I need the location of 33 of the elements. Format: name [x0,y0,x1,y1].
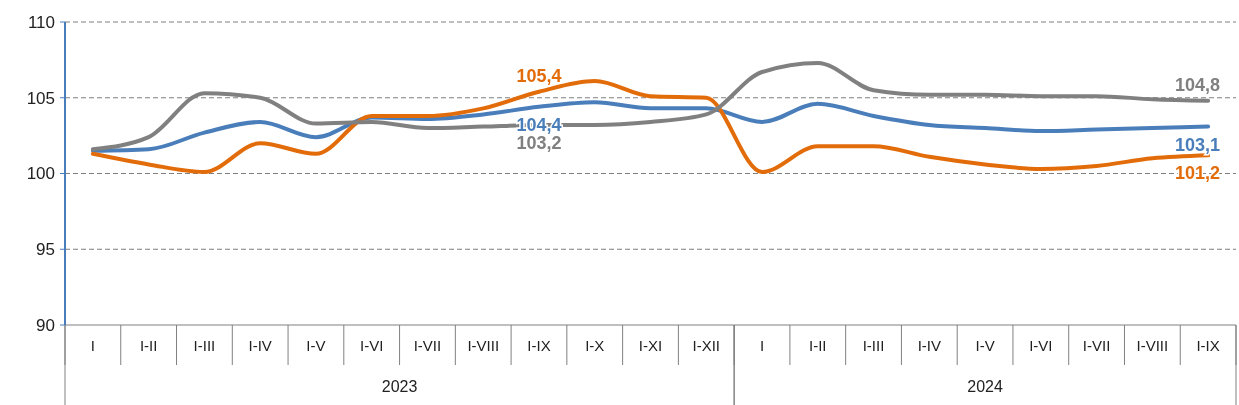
x-tick-label: I-IV [248,337,272,354]
x-tick-label: I-VIII [467,337,500,354]
x-tick-label: I-VII [413,337,442,354]
data-label: 101,2 [1175,163,1221,184]
data-label: 103,2 [516,133,562,154]
x-tick-label: I-VII [1082,337,1111,354]
data-label: 104,8 [1175,74,1221,95]
x-tick-label: I-IX [527,337,551,354]
x-tick-label: I-VI [1029,337,1053,354]
x-tick-label: I-VI [360,337,384,354]
x-tick-label: I-V [975,337,995,354]
x-tick-label: I [90,337,95,354]
text: 2023 [381,378,418,395]
x-tick-label: I-V [306,337,326,354]
x-tick-label: I-IX [1196,337,1220,354]
x-tick-label: I-IV [917,337,941,354]
x-tick-label: I-VIII [1136,337,1169,354]
x-tick-label: I [759,337,765,354]
x-tick-label: I-XI [638,337,663,354]
x-tick-label: I-III [193,337,216,354]
y-tick-label: 110 [27,12,55,32]
x-tick-label: I-II [809,337,827,354]
data-label: 105,4 [516,65,562,86]
y-tick-label: 100 [26,164,55,184]
x-tick-label: I-XII [692,337,721,354]
x-tick-label: I-II [139,337,158,354]
y-tick-label: 105 [26,88,55,108]
text: 2024 [967,378,1003,395]
y-tick-label: 95 [36,240,55,260]
data-label: 103,1 [1175,134,1221,155]
x-tick-label: I-X [585,337,605,354]
x-tick-label: I-III [862,337,885,354]
y-tick-label: 90 [36,315,55,335]
